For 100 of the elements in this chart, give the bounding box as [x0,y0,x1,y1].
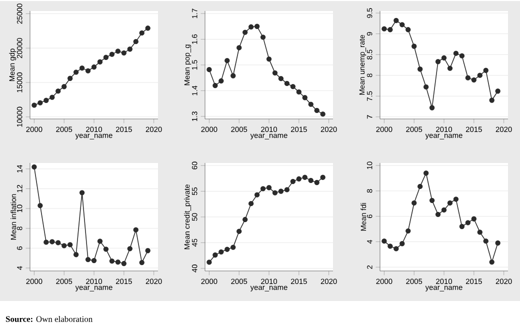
point [50,239,55,244]
point [459,53,465,58]
point [302,95,308,100]
point [400,22,405,28]
point [212,82,218,88]
point [236,228,242,234]
point [38,202,43,208]
point [230,73,236,78]
point [320,174,326,180]
text: Source: Own elaboration [6,316,92,322]
point [260,186,266,192]
point [423,170,429,176]
point [67,76,73,81]
point [145,248,150,254]
point [109,258,115,264]
point [38,100,43,106]
point [79,190,85,196]
point [406,27,411,32]
point [242,30,248,35]
point [382,238,387,244]
point [121,260,127,266]
point [115,48,121,54]
point [133,38,138,44]
point [145,26,150,31]
point [97,59,103,64]
point [103,54,109,60]
point [206,260,212,265]
point [44,98,49,103]
point [465,220,471,226]
point [73,252,79,258]
point [308,178,314,184]
point [56,240,61,246]
point [79,65,85,71]
point [218,78,224,84]
point [483,238,488,244]
point [85,68,91,74]
point [453,50,459,56]
point [296,176,302,182]
point [248,201,254,206]
point [435,59,441,64]
point [248,24,254,30]
point [290,178,296,184]
point [32,164,37,170]
point [423,84,429,90]
point [278,76,284,82]
point [441,55,447,61]
point [308,102,314,107]
point [495,240,500,246]
point [139,260,144,266]
point [67,242,73,248]
point [471,77,477,83]
point [284,187,290,192]
point [127,46,132,52]
point [260,34,266,40]
point [394,18,399,24]
point [85,256,91,262]
point [296,89,302,95]
point [417,66,423,72]
point [483,68,488,73]
point [400,241,405,246]
point [272,70,278,76]
point [242,216,248,222]
point [314,180,320,186]
point [435,212,441,218]
point [453,196,459,202]
point [73,70,79,75]
point [44,240,49,245]
point [290,84,296,90]
point [302,174,308,180]
point [212,252,218,258]
point [97,238,103,244]
point [224,58,230,64]
point [133,227,138,232]
point [429,198,435,204]
point [115,259,121,265]
point [50,94,55,100]
point [32,102,37,108]
point [412,200,417,206]
point [489,98,494,103]
point [447,200,453,206]
point [236,45,242,50]
point [489,259,494,265]
point [465,75,471,80]
point [447,66,453,71]
point [412,44,417,49]
point [230,244,236,250]
point [109,52,115,57]
point [394,246,399,252]
point [254,24,260,29]
point [459,224,465,230]
point [62,84,67,90]
point [272,190,278,196]
point [477,72,482,78]
point [139,30,144,36]
point [284,80,290,86]
point [388,244,393,249]
point [91,258,97,264]
point [471,216,477,222]
point [206,67,212,72]
point [278,188,284,194]
